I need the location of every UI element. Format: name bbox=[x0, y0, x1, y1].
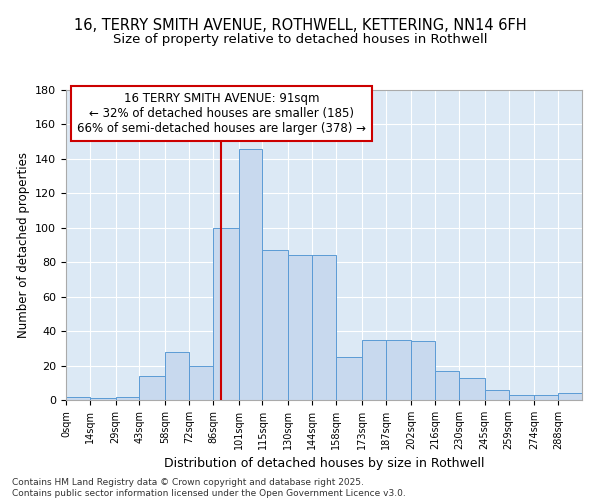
Bar bbox=[116, 396, 139, 400]
Bar bbox=[558, 393, 582, 400]
Bar bbox=[66, 396, 90, 400]
Bar bbox=[165, 352, 189, 400]
Bar bbox=[485, 390, 509, 400]
Bar bbox=[386, 340, 411, 400]
Text: Contains HM Land Registry data © Crown copyright and database right 2025.
Contai: Contains HM Land Registry data © Crown c… bbox=[12, 478, 406, 498]
Bar bbox=[213, 228, 239, 400]
Text: 16, TERRY SMITH AVENUE, ROTHWELL, KETTERING, NN14 6FH: 16, TERRY SMITH AVENUE, ROTHWELL, KETTER… bbox=[74, 18, 526, 32]
Y-axis label: Number of detached properties: Number of detached properties bbox=[17, 152, 29, 338]
Bar bbox=[90, 398, 116, 400]
Bar bbox=[262, 250, 288, 400]
Bar bbox=[288, 256, 312, 400]
Bar bbox=[411, 342, 435, 400]
Bar bbox=[435, 370, 459, 400]
Text: 16 TERRY SMITH AVENUE: 91sqm
← 32% of detached houses are smaller (185)
66% of s: 16 TERRY SMITH AVENUE: 91sqm ← 32% of de… bbox=[77, 92, 366, 134]
Bar bbox=[509, 395, 534, 400]
Text: Size of property relative to detached houses in Rothwell: Size of property relative to detached ho… bbox=[113, 32, 487, 46]
Bar bbox=[312, 256, 336, 400]
X-axis label: Distribution of detached houses by size in Rothwell: Distribution of detached houses by size … bbox=[164, 458, 484, 470]
Bar bbox=[534, 395, 558, 400]
Bar bbox=[189, 366, 213, 400]
Bar bbox=[459, 378, 485, 400]
Bar bbox=[239, 148, 262, 400]
Bar bbox=[362, 340, 386, 400]
Bar bbox=[336, 357, 362, 400]
Bar bbox=[139, 376, 165, 400]
